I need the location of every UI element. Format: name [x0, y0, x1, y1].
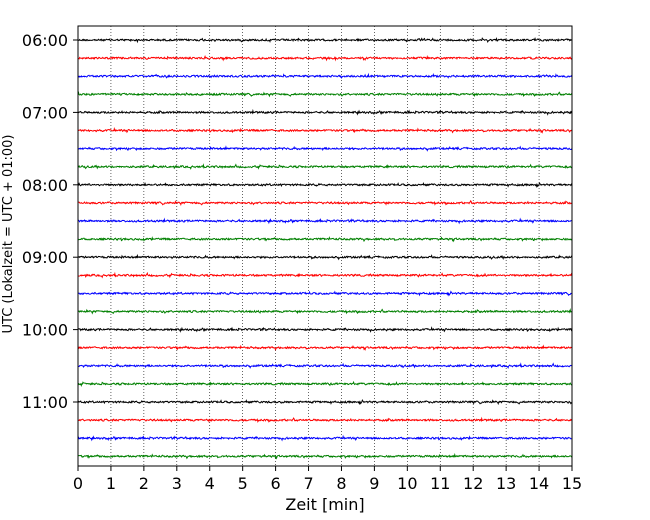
trace-1: [77, 37, 573, 44]
y-tick-label-08:00: 08:00: [22, 176, 68, 195]
trace-6: [77, 127, 573, 134]
x-axis-label: Zeit [min]: [285, 495, 364, 514]
x-tick-label-0: 0: [73, 474, 83, 493]
trace-19: [77, 362, 573, 369]
y-tick-label-06:00: 06:00: [22, 31, 68, 50]
y-tick-label-11:00: 11:00: [22, 393, 68, 412]
y-axis: 06:00 07:00 08:00 09:00 10:00 11:00: [22, 31, 78, 412]
x-tick-label-5: 5: [238, 474, 248, 493]
x-axis: 0 1 2 3 4 5 6 7 8 9 10 11 12 13 14 15: [73, 466, 582, 493]
x-tick-label-7: 7: [303, 474, 313, 493]
y-axis-label: UTC (Lokalzeit = UTC + 01:00): [1, 135, 16, 334]
trace-4: [77, 91, 573, 98]
x-tick-label-2: 2: [139, 474, 149, 493]
x-tick-label-13: 13: [496, 474, 516, 493]
trace-10: [77, 199, 573, 207]
x-tick-label-8: 8: [336, 474, 346, 493]
trace-22: [77, 416, 573, 423]
trace-13: [77, 253, 573, 261]
trace-17: [77, 326, 573, 333]
trace-21: [77, 399, 573, 406]
x-tick-label-11: 11: [430, 474, 450, 493]
x-tick-label-10: 10: [397, 474, 417, 493]
trace-3: [78, 72, 573, 79]
trace-15: [77, 290, 573, 297]
trace-14: [77, 271, 573, 279]
x-tick-label-1: 1: [106, 474, 116, 493]
trace-7: [77, 145, 573, 152]
trace-16: [77, 308, 573, 315]
trace-18: [77, 344, 573, 351]
x-tick-label-12: 12: [463, 474, 483, 493]
plot-frame: [77, 25, 573, 467]
trace-20: [77, 380, 573, 387]
trace-8: [77, 163, 573, 170]
y-tick-label-09:00: 09:00: [22, 248, 68, 267]
x-tick-label-14: 14: [529, 474, 549, 493]
x-tick-label-3: 3: [172, 474, 182, 493]
y-tick-label-07:00: 07:00: [22, 103, 68, 122]
x-tick-label-15: 15: [562, 474, 582, 493]
trace-12: [77, 236, 573, 243]
x-tick-label-4: 4: [205, 474, 215, 493]
trace-layer: [77, 37, 573, 460]
trace-5: [77, 108, 573, 116]
x-tick-label-9: 9: [369, 474, 379, 493]
trace-24: [77, 452, 573, 460]
trace-2: [77, 54, 573, 62]
trace-9: [77, 181, 573, 188]
trace-11: [77, 217, 572, 225]
trace-23: [77, 434, 573, 442]
grid-layer: [110, 26, 540, 466]
x-tick-label-6: 6: [271, 474, 281, 493]
y-tick-label-10:00: 10:00: [22, 321, 68, 340]
